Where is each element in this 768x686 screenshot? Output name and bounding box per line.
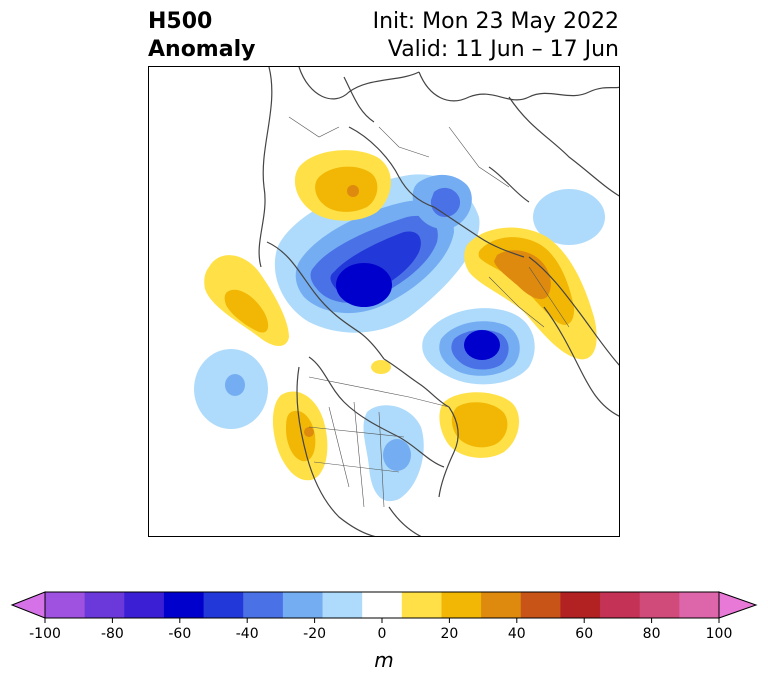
- country-borders: [288, 116, 570, 508]
- colorbar-segment: [124, 592, 165, 618]
- colorbar-unit: m: [374, 648, 394, 672]
- valid-range: Valid: 11 Jun – 17 Jun: [387, 37, 619, 62]
- map-svg: [194, 67, 619, 536]
- colorbar-segment: [203, 592, 244, 618]
- colorbar-tick-label: 100: [706, 626, 733, 642]
- colorbar-segment: [282, 592, 324, 618]
- colorbar-ticks: -100 -80 -60 -40 -20 0 20 40 60 80 100: [29, 618, 732, 642]
- colorbar-segment: [362, 592, 403, 618]
- colorbar-segment: [243, 592, 284, 618]
- colorbar: -100 -80 -60 -40 -20 0 20 40 60 80 100: [10, 591, 758, 642]
- colorbar-tick-label: 20: [440, 626, 458, 642]
- colorbar-segments: [10, 591, 758, 619]
- anomaly-map: [148, 66, 620, 537]
- colorbar-tick-label: -40: [236, 626, 259, 642]
- colorbar-segment: [441, 592, 482, 618]
- colorbar-segment: [84, 592, 125, 618]
- title-line-1: H500: [148, 9, 213, 34]
- colorbar-segment: [322, 592, 363, 618]
- colorbar-segment: [560, 592, 601, 618]
- colorbar-tick-label: -20: [303, 626, 326, 642]
- colorbar-segment: [520, 592, 561, 618]
- coastlines: [258, 67, 619, 536]
- colorbar-segment: [481, 592, 522, 618]
- colorbar-tick-label: 60: [575, 626, 593, 642]
- colorbar-tick-label: -60: [168, 626, 191, 642]
- init-date: Init: Mon 23 May 2022: [372, 9, 619, 34]
- title-line-2: Anomaly: [148, 37, 256, 62]
- colorbar-tick-label: 0: [378, 626, 387, 642]
- colorbar-tick-label: -80: [101, 626, 124, 642]
- colorbar-segment: [163, 592, 205, 618]
- colorbar-tick-label: -100: [29, 626, 61, 642]
- anomaly-shading: [194, 150, 605, 502]
- colorbar-extend-high: [718, 591, 758, 619]
- colorbar-tick-label: 40: [508, 626, 526, 642]
- chart-title: H500 Anomaly: [148, 8, 255, 64]
- colorbar-segment: [401, 592, 442, 618]
- colorbar-segment: [679, 592, 720, 618]
- run-info: Init: Mon 23 May 2022 Valid: 11 Jun – 17…: [373, 8, 619, 64]
- colorbar-segment: [639, 592, 680, 618]
- colorbar-segment: [600, 592, 641, 618]
- colorbar-extend-low: [10, 591, 46, 619]
- colorbar-segment: [45, 592, 86, 618]
- colorbar-tick-label: 80: [643, 626, 661, 642]
